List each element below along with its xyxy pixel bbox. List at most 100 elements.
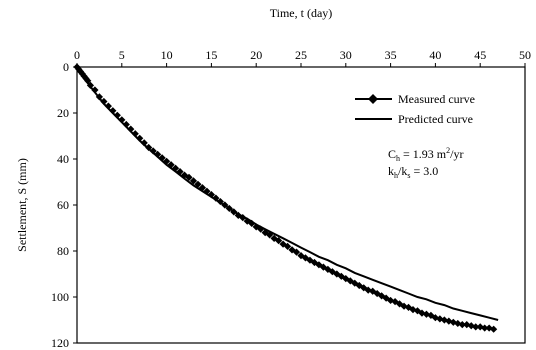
measured-point xyxy=(418,309,426,317)
x-tick-label: 45 xyxy=(474,48,486,62)
measured-point xyxy=(167,161,175,169)
measured-point xyxy=(458,321,466,329)
y-tick-label: 80 xyxy=(57,244,69,258)
measured-point xyxy=(481,324,489,332)
legend-item-measured: Measured curve xyxy=(355,92,475,106)
measured-point xyxy=(95,93,103,101)
measured-point xyxy=(203,187,211,195)
measured-point xyxy=(364,286,372,294)
x-axis-label: Time, t (day) xyxy=(270,6,333,20)
measured-point xyxy=(131,130,139,138)
measured-point xyxy=(257,225,265,233)
measured-point xyxy=(485,324,493,332)
measured-point xyxy=(154,150,162,158)
measured-point xyxy=(136,134,144,142)
measured-point xyxy=(100,97,108,106)
measured-point xyxy=(404,303,413,311)
measured-point xyxy=(140,139,148,147)
measured-point xyxy=(413,307,422,315)
measured-point xyxy=(248,219,256,227)
measured-point xyxy=(86,81,95,89)
legend-predicted-label: Predicted curve xyxy=(398,112,473,126)
measured-point xyxy=(225,204,233,213)
measured-point xyxy=(378,292,386,300)
x-tick-label: 5 xyxy=(119,48,125,62)
measured-point xyxy=(149,147,157,155)
measured-point xyxy=(104,102,112,110)
measured-point xyxy=(360,284,368,292)
y-tick-label: 20 xyxy=(57,106,69,120)
measured-point xyxy=(328,268,336,276)
measured-curve-points xyxy=(73,63,498,333)
measured-point xyxy=(306,256,314,264)
measured-point xyxy=(427,311,435,319)
measured-point xyxy=(212,194,220,202)
measured-point xyxy=(387,296,395,305)
y-axis-label: Settlement, S (mm) xyxy=(15,158,29,252)
measured-point xyxy=(73,63,81,71)
measured-point xyxy=(283,242,292,250)
y-tick-label: 100 xyxy=(51,290,69,304)
measured-point xyxy=(315,261,323,269)
x-tick-label: 20 xyxy=(250,48,262,62)
measured-point xyxy=(400,302,408,310)
measured-point xyxy=(431,314,439,322)
measured-point xyxy=(84,77,92,85)
legend: Measured curve Predicted curve xyxy=(355,92,475,126)
measured-point xyxy=(373,289,381,298)
measured-point xyxy=(279,240,287,248)
measured-point xyxy=(342,275,350,283)
legend-measured-label: Measured curve xyxy=(398,92,475,106)
measured-point xyxy=(472,323,480,331)
measured-point xyxy=(118,116,126,124)
y-tick-label: 60 xyxy=(57,198,69,212)
x-tick-label: 0 xyxy=(74,48,80,62)
measured-point xyxy=(163,157,171,165)
measured-point xyxy=(185,173,193,181)
measured-point xyxy=(301,254,310,262)
measured-point xyxy=(109,107,117,115)
x-ticks: 0 5 10 15 20 25 30 35 40 45 50 xyxy=(74,48,531,67)
measured-point xyxy=(122,120,130,129)
measured-point xyxy=(176,168,184,176)
measured-point xyxy=(445,317,453,325)
y-tick-label: 0 xyxy=(63,60,69,74)
measured-point xyxy=(346,277,354,285)
measured-point xyxy=(198,184,207,192)
x-tick-label: 15 xyxy=(205,48,217,62)
plot-frame xyxy=(76,66,526,344)
measured-point xyxy=(145,143,153,152)
x-tick-label: 25 xyxy=(295,48,307,62)
measured-point xyxy=(194,180,202,188)
measured-point xyxy=(239,214,247,222)
x-tick-label: 35 xyxy=(385,48,397,62)
measured-point xyxy=(261,229,269,237)
measured-point xyxy=(463,321,471,329)
measured-point xyxy=(216,197,224,206)
x-tick-label: 10 xyxy=(161,48,173,62)
measured-point xyxy=(171,164,180,172)
measured-point xyxy=(476,323,484,331)
measured-point xyxy=(490,325,498,333)
measured-point xyxy=(189,177,198,185)
measured-point xyxy=(207,191,215,199)
measured-point xyxy=(221,201,229,209)
measured-point xyxy=(127,125,135,133)
y-ticks: 0 20 40 60 80 100 120 xyxy=(51,60,77,350)
measured-point xyxy=(80,72,88,80)
measured-point xyxy=(292,248,301,256)
annotation-kh-ks: kh/ks = 3.0 xyxy=(388,164,438,180)
measured-point xyxy=(266,231,274,239)
measured-point xyxy=(113,111,121,119)
x-tick-label: 50 xyxy=(519,48,531,62)
measured-point xyxy=(91,86,99,94)
legend-measured-marker xyxy=(368,94,378,104)
measured-point xyxy=(275,237,283,245)
y-tick-label: 120 xyxy=(51,336,69,350)
measured-point xyxy=(230,208,238,216)
measured-point xyxy=(319,263,327,271)
annotation-ch: Ch = 1.93 m2/yr xyxy=(388,146,463,163)
x-tick-label: 30 xyxy=(340,48,352,62)
legend-item-predicted: Predicted curve xyxy=(355,112,473,126)
